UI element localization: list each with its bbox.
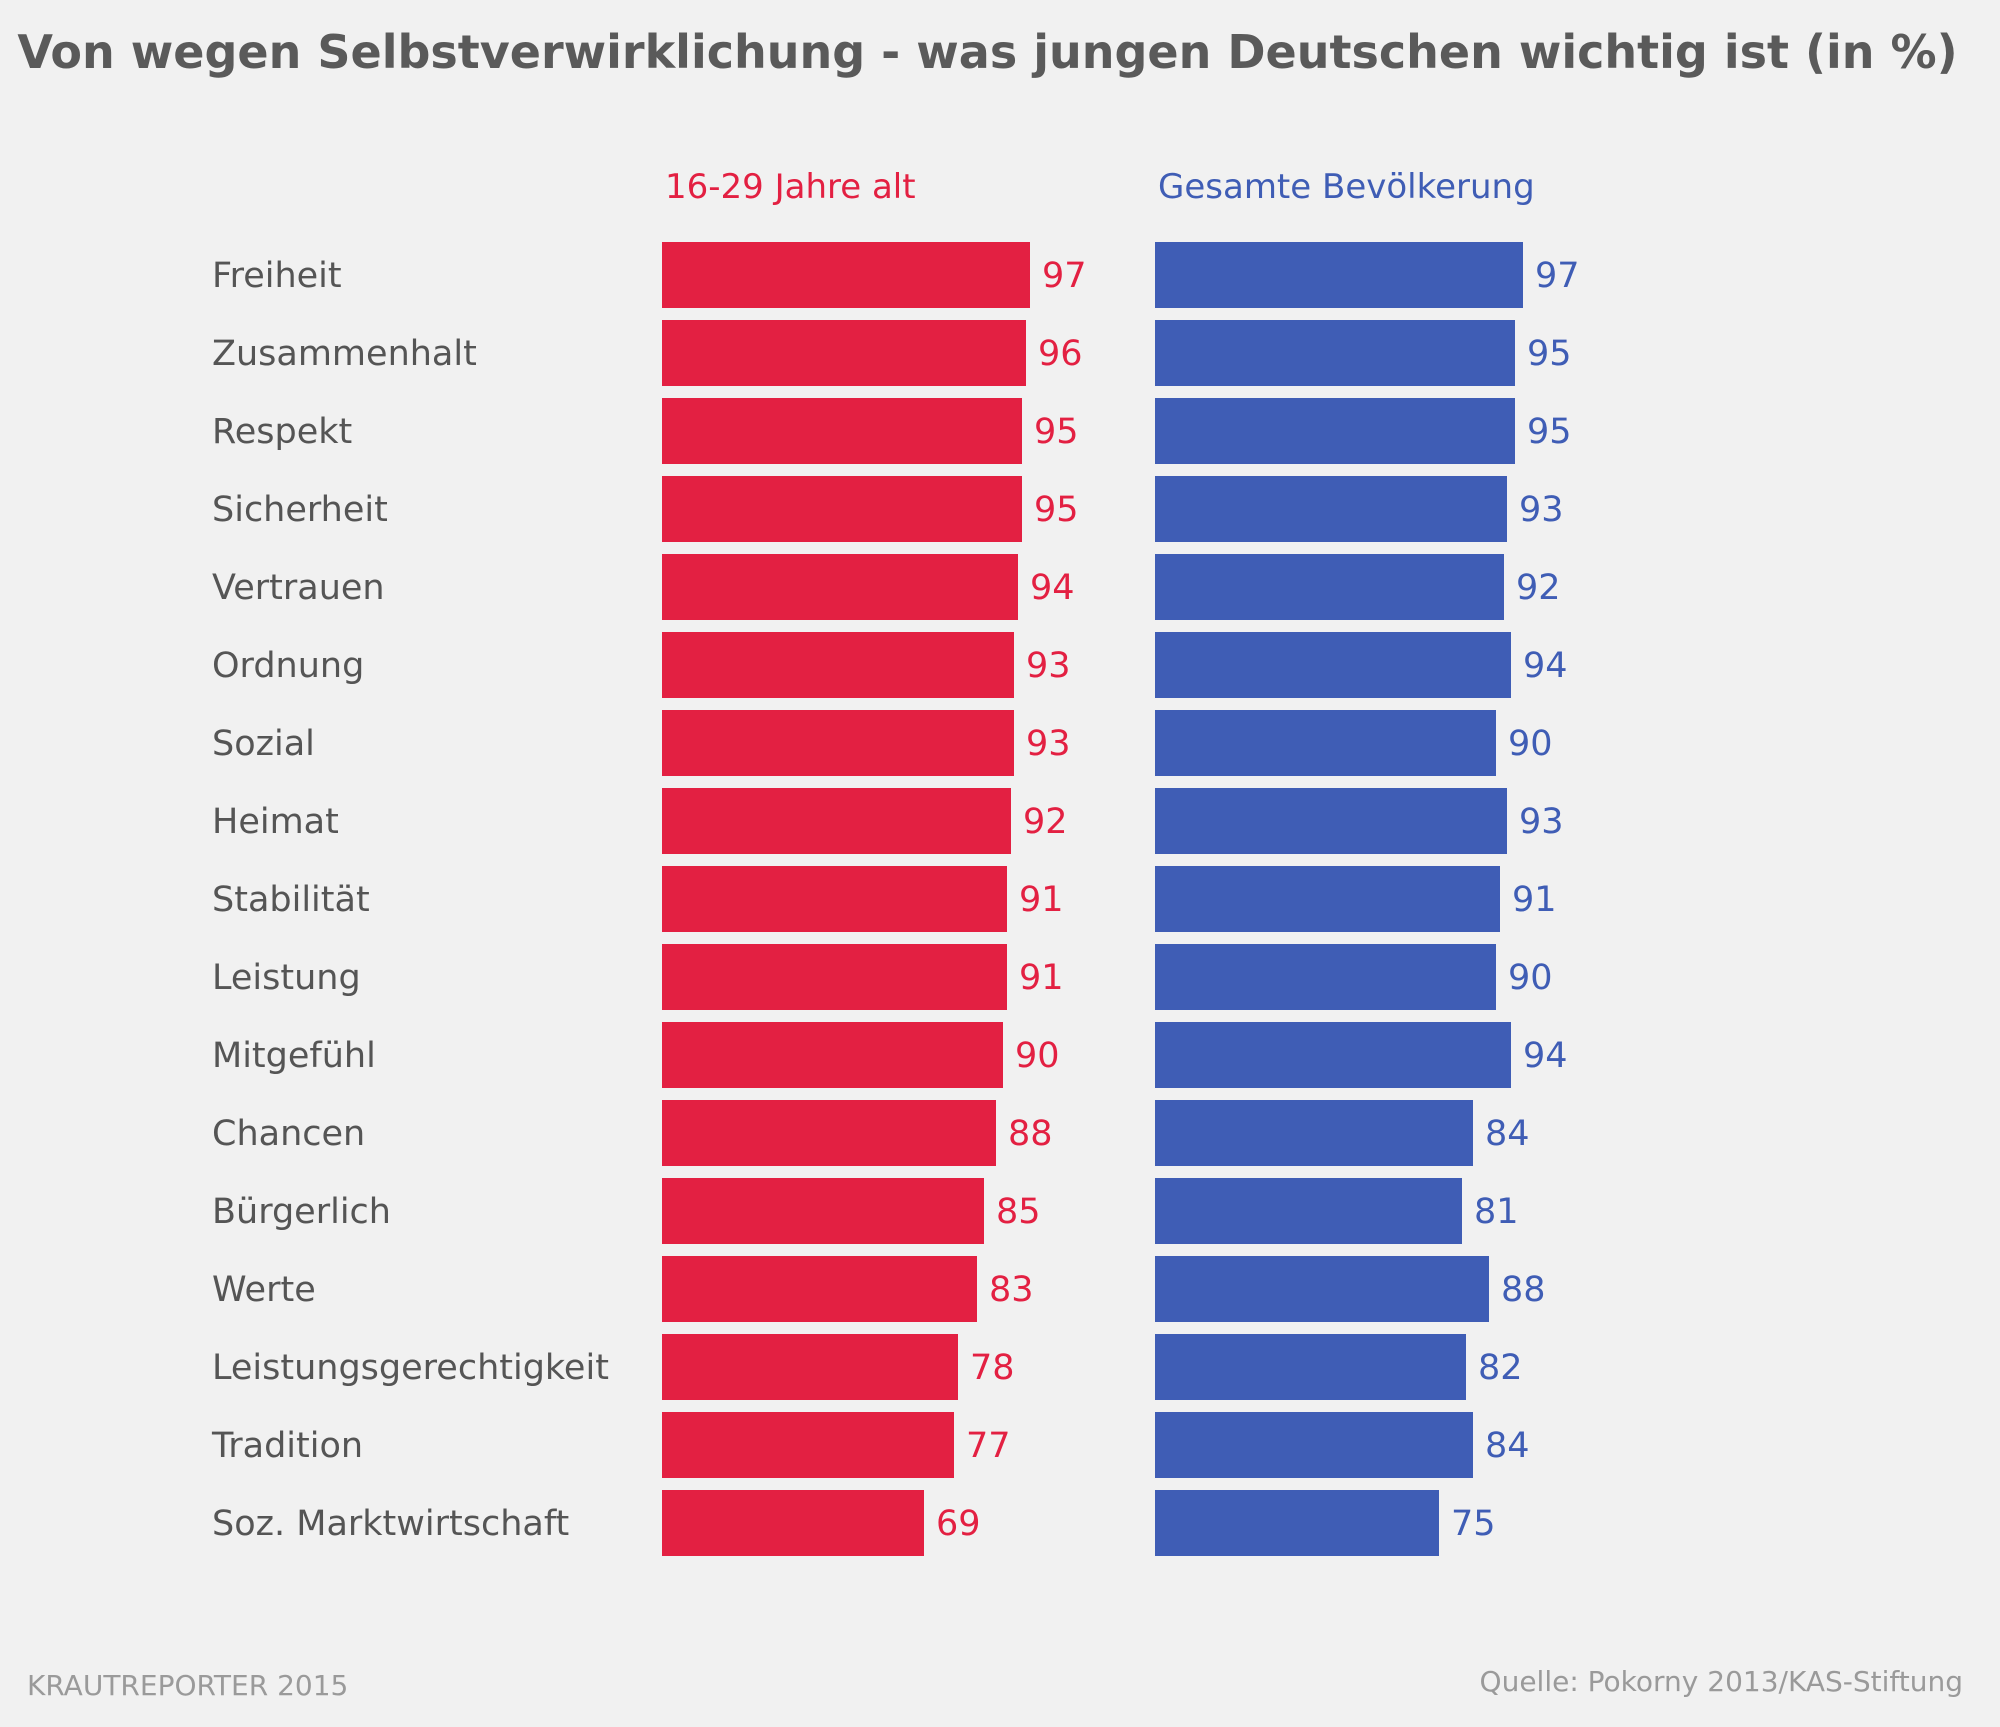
data-label-total: 75 bbox=[1451, 1504, 1496, 1544]
data-label-youth: 69 bbox=[936, 1504, 981, 1544]
data-label-total: 91 bbox=[1512, 880, 1557, 920]
data-label-youth: 94 bbox=[1030, 568, 1075, 608]
data-label-total: 88 bbox=[1501, 1270, 1546, 1310]
data-label-total: 92 bbox=[1516, 568, 1561, 608]
bar-total bbox=[1155, 1100, 1473, 1166]
bar-youth bbox=[662, 1178, 984, 1244]
bar-youth bbox=[662, 1100, 996, 1166]
data-label-youth: 96 bbox=[1038, 334, 1083, 374]
bar-youth bbox=[662, 1022, 1003, 1088]
data-label-total: 84 bbox=[1485, 1114, 1530, 1154]
data-label-youth: 93 bbox=[1026, 646, 1071, 686]
bar-youth bbox=[662, 866, 1007, 932]
bar-total bbox=[1155, 1412, 1473, 1478]
data-label-youth: 88 bbox=[1008, 1114, 1053, 1154]
bar-total bbox=[1155, 320, 1515, 386]
category-label: Leistung bbox=[212, 958, 361, 998]
category-label: Vertrauen bbox=[212, 568, 385, 608]
category-label: Leistungsgerechtigkeit bbox=[212, 1348, 609, 1388]
bar-total bbox=[1155, 1178, 1462, 1244]
data-label-youth: 85 bbox=[996, 1192, 1041, 1232]
bar-total bbox=[1155, 476, 1507, 542]
bar-total bbox=[1155, 944, 1496, 1010]
data-label-total: 97 bbox=[1535, 256, 1580, 296]
data-label-total: 90 bbox=[1508, 724, 1553, 764]
category-label: Werte bbox=[212, 1270, 316, 1310]
bar-youth bbox=[662, 1490, 924, 1556]
footer-source: Quelle: Pokorny 2013/KAS-Stiftung bbox=[1479, 1665, 1963, 1698]
data-label-youth: 93 bbox=[1026, 724, 1071, 764]
data-label-youth: 95 bbox=[1034, 490, 1079, 530]
data-label-total: 94 bbox=[1523, 646, 1568, 686]
category-label: Freiheit bbox=[212, 256, 342, 296]
data-label-total: 94 bbox=[1523, 1036, 1568, 1076]
bar-youth bbox=[662, 1256, 977, 1322]
bar-youth bbox=[662, 788, 1011, 854]
bar-total bbox=[1155, 1490, 1439, 1556]
bar-total bbox=[1155, 1256, 1489, 1322]
data-label-youth: 91 bbox=[1019, 958, 1064, 998]
bar-total bbox=[1155, 1334, 1466, 1400]
data-label-total: 90 bbox=[1508, 958, 1553, 998]
data-label-youth: 95 bbox=[1034, 412, 1079, 452]
bar-total bbox=[1155, 554, 1504, 620]
data-label-total: 95 bbox=[1527, 334, 1572, 374]
category-label: Soz. Marktwirtschaft bbox=[212, 1504, 569, 1544]
category-label: Sozial bbox=[212, 724, 315, 764]
category-label: Tradition bbox=[211, 1426, 363, 1466]
bar-youth bbox=[662, 242, 1030, 308]
data-label-total: 93 bbox=[1519, 802, 1564, 842]
bar-total bbox=[1155, 398, 1515, 464]
data-label-youth: 77 bbox=[966, 1426, 1011, 1466]
bar-youth bbox=[662, 554, 1018, 620]
category-label: Bürgerlich bbox=[212, 1192, 391, 1232]
bar-youth bbox=[662, 1334, 958, 1400]
chart-title: Von wegen Selbstverwirklichung - was jun… bbox=[17, 25, 1958, 79]
category-label: Mitgefühl bbox=[212, 1036, 376, 1076]
data-label-total: 84 bbox=[1485, 1426, 1530, 1466]
data-label-total: 93 bbox=[1519, 490, 1564, 530]
bar-youth bbox=[662, 710, 1014, 776]
bar-total bbox=[1155, 242, 1523, 308]
category-label: Zusammenhalt bbox=[212, 334, 477, 374]
category-label: Ordnung bbox=[212, 646, 364, 686]
data-label-youth: 78 bbox=[970, 1348, 1015, 1388]
category-label: Sicherheit bbox=[212, 490, 388, 530]
bar-total bbox=[1155, 632, 1511, 698]
bar-total bbox=[1155, 710, 1496, 776]
bar-total bbox=[1155, 866, 1500, 932]
data-label-youth: 92 bbox=[1023, 802, 1068, 842]
bar-youth bbox=[662, 320, 1026, 386]
data-label-youth: 83 bbox=[989, 1270, 1034, 1310]
data-label-total: 81 bbox=[1474, 1192, 1519, 1232]
category-label: Stabilität bbox=[212, 880, 370, 920]
legend-label-total: Gesamte Bevölkerung bbox=[1158, 167, 1535, 207]
data-label-youth: 97 bbox=[1042, 256, 1087, 296]
bar-total bbox=[1155, 1022, 1511, 1088]
category-label: Heimat bbox=[212, 802, 339, 842]
category-label: Respekt bbox=[212, 412, 352, 452]
bar-youth bbox=[662, 632, 1014, 698]
data-label-youth: 91 bbox=[1019, 880, 1064, 920]
data-label-total: 82 bbox=[1478, 1348, 1523, 1388]
bar-youth bbox=[662, 1412, 954, 1478]
legend-label-youth: 16-29 Jahre alt bbox=[665, 167, 916, 207]
category-label: Chancen bbox=[212, 1114, 365, 1154]
data-label-total: 95 bbox=[1527, 412, 1572, 452]
footer-credit: KRAUTREPORTER 2015 bbox=[27, 1669, 349, 1702]
bar-youth bbox=[662, 398, 1022, 464]
data-label-youth: 90 bbox=[1015, 1036, 1060, 1076]
bar-total bbox=[1155, 788, 1507, 854]
bar-youth bbox=[662, 476, 1022, 542]
bar-youth bbox=[662, 944, 1007, 1010]
